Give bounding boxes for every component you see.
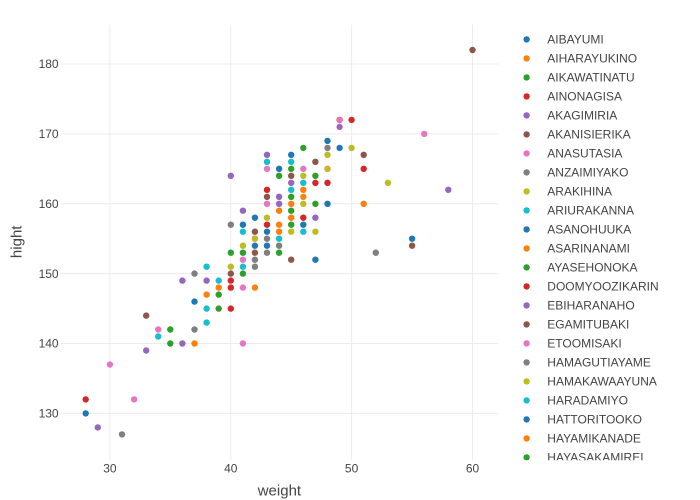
svg-text:HAYASAKAMIREI: HAYASAKAMIREI [547, 451, 643, 465]
svg-text:AINONAGISA: AINONAGISA [547, 90, 622, 104]
svg-text:HAYAMIKANADE: HAYAMIKANADE [547, 432, 641, 446]
svg-text:AIHARAYUKINO: AIHARAYUKINO [547, 52, 637, 66]
svg-text:AIKAWATINATU: AIKAWATINATU [547, 71, 634, 85]
svg-text:180: 180 [39, 57, 59, 71]
svg-text:150: 150 [39, 267, 59, 281]
svg-text:HARADAMIYO: HARADAMIYO [547, 394, 628, 408]
svg-text:DOOMYOOZIKARIN: DOOMYOOZIKARIN [547, 280, 658, 294]
svg-text:HAMAGUTIAYAME: HAMAGUTIAYAME [547, 356, 651, 370]
svg-text:ANASUTASIA: ANASUTASIA [547, 147, 622, 161]
svg-text:EGAMITUBAKI: EGAMITUBAKI [547, 318, 629, 332]
svg-text:AYASEHONOKA: AYASEHONOKA [547, 261, 637, 275]
svg-text:weight: weight [257, 483, 302, 500]
svg-text:140: 140 [39, 337, 59, 351]
svg-text:ASARINANAMI: ASARINANAMI [547, 242, 630, 256]
svg-text:HAMAKAWAAYUNA: HAMAKAWAAYUNA [547, 375, 657, 389]
svg-text:40: 40 [224, 462, 238, 476]
svg-text:30: 30 [103, 462, 117, 476]
svg-text:130: 130 [39, 407, 59, 421]
svg-text:hight: hight [8, 225, 25, 258]
svg-text:ASANOHUUKA: ASANOHUUKA [547, 223, 631, 237]
svg-text:ARIURAKANNA: ARIURAKANNA [547, 204, 634, 218]
svg-text:170: 170 [39, 127, 59, 141]
svg-text:ETOOMISAKI: ETOOMISAKI [547, 337, 621, 351]
svg-text:ARAKIHINA: ARAKIHINA [547, 185, 612, 199]
svg-text:AIBAYUMI: AIBAYUMI [547, 33, 603, 47]
svg-text:HATTORITOOKO: HATTORITOOKO [547, 413, 642, 427]
svg-text:ANZAIMIYAKO: ANZAIMIYAKO [547, 166, 628, 180]
svg-text:50: 50 [345, 462, 359, 476]
svg-text:EBIHARANAHO: EBIHARANAHO [547, 299, 634, 313]
svg-text:60: 60 [466, 462, 480, 476]
svg-text:AKANISIERIKA: AKANISIERIKA [547, 128, 630, 142]
svg-text:160: 160 [39, 197, 59, 211]
svg-text:AKAGIMIRIA: AKAGIMIRIA [547, 109, 617, 123]
